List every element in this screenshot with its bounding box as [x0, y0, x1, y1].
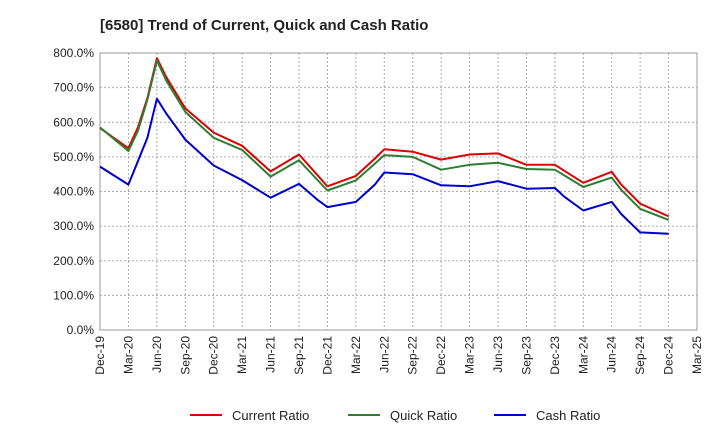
legend-label: Current Ratio [232, 408, 309, 423]
y-tick-label: 100.0% [53, 288, 94, 302]
x-tick-label: Jun-21 [264, 336, 278, 373]
y-tick-label: 800.0% [53, 46, 94, 60]
y-tick-label: 400.0% [53, 185, 94, 199]
x-tick-label: Dec-21 [320, 336, 334, 375]
x-tick-label: Mar-23 [463, 336, 477, 374]
x-tick-label: Dec-20 [207, 336, 221, 375]
legend-label: Quick Ratio [390, 408, 457, 423]
x-tick-label: Sep-23 [519, 336, 533, 375]
x-tick-label: Mar-20 [121, 336, 135, 374]
x-tick-label: Dec-22 [434, 336, 448, 375]
y-axis-ticks: 0.0% 100.0% 200.0% 300.0% 400.0% 500.0% 600.0%… [53, 46, 94, 337]
y-tick-label: 600.0% [53, 115, 94, 129]
series-line-current-ratio [99, 57, 670, 218]
x-axis-ticks: Dec-19 Mar-20 Jun-20 Sep-20 Dec-20 Mar-21 Jun-… [93, 336, 704, 375]
y-tick-label: 0.0% [67, 323, 95, 337]
x-tick-label: Jun-23 [491, 336, 505, 373]
y-tick-label: 500.0% [53, 150, 94, 164]
plot-frame [99, 52, 698, 331]
x-tick-label: Dec-19 [93, 336, 107, 375]
x-tick-label: Mar-22 [349, 336, 363, 374]
legend: Current Ratio Quick Ratio Cash Ratio [190, 408, 600, 423]
x-tick-label: Sep-24 [633, 336, 647, 375]
y-tick-label: 700.0% [53, 81, 94, 95]
x-tick-label: Jun-24 [605, 336, 619, 373]
x-tick-label: Sep-22 [406, 336, 420, 375]
x-tick-label: Sep-20 [178, 336, 192, 375]
x-tick-label: Dec-23 [548, 336, 562, 375]
chart-title: [6580] Trend of Current, Quick and Cash … [100, 17, 428, 34]
x-tick-label: Mar-25 [690, 336, 704, 374]
x-tick-label: Dec-24 [662, 336, 676, 375]
x-tick-label: Mar-21 [235, 336, 249, 374]
x-tick-label: Sep-21 [292, 336, 306, 375]
x-tick-label: Jun-22 [377, 336, 391, 373]
x-tick-label: Mar-24 [576, 336, 590, 374]
y-tick-label: 200.0% [53, 254, 94, 268]
series-line-quick-ratio [99, 59, 669, 221]
series-lines [99, 57, 670, 235]
grid [99, 52, 698, 331]
x-tick-label: Jun-20 [150, 336, 164, 373]
legend-label: Cash Ratio [536, 408, 600, 423]
series-line-cash-ratio [99, 97, 669, 235]
y-tick-label: 300.0% [53, 219, 94, 233]
